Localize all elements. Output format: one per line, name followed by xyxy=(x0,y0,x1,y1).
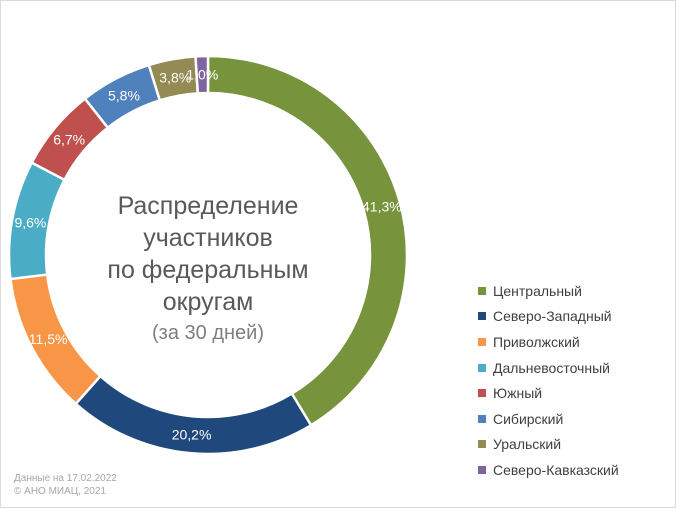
legend-item: Приволжский xyxy=(478,329,619,355)
legend-swatch xyxy=(478,414,486,423)
legend-swatch xyxy=(478,465,486,474)
data-label: 5,8% xyxy=(108,87,140,103)
data-label: 11,5% xyxy=(29,331,68,347)
legend-label: Сибирский xyxy=(493,410,564,427)
legend-item: Южный xyxy=(478,380,619,406)
chart-title-line: округам xyxy=(162,288,254,316)
chart-subtitle: (за 30 дней) xyxy=(152,322,264,344)
data-label: 41,3% xyxy=(362,199,402,215)
legend-label: Уральский xyxy=(493,436,562,453)
data-label: 9,6% xyxy=(14,215,46,231)
chart-title-line: Распределение xyxy=(117,192,299,220)
legend-swatch xyxy=(478,440,486,449)
legend-item: Дальневосточный xyxy=(478,355,619,381)
footer-note: Данные на 17.02.2022 © АНО МИАЦ, 2021 xyxy=(14,472,117,498)
data-label: 20,2% xyxy=(172,427,212,443)
legend-label: Южный xyxy=(493,385,543,402)
chart-title-line: участников xyxy=(143,224,273,252)
legend-label: Северо-Кавказский xyxy=(493,461,619,478)
legend-swatch xyxy=(478,337,486,346)
legend-item: Уральский xyxy=(478,432,619,458)
donut-slice xyxy=(194,54,210,95)
legend-label: Приволжский xyxy=(493,333,580,350)
data-date-note: Данные на 17.02.2022 xyxy=(14,473,117,484)
legend-item: Северо-Кавказский xyxy=(478,457,619,483)
legend-swatch xyxy=(478,312,486,321)
data-label: 6,7% xyxy=(53,132,85,148)
legend-item: Центральный xyxy=(478,278,619,304)
legend-swatch xyxy=(478,389,486,398)
chart-title-line: по федеральным xyxy=(107,256,309,284)
legend-swatch xyxy=(478,286,486,295)
legend-item: Северо-Западный xyxy=(478,304,619,330)
legend-label: Северо-Западный xyxy=(493,308,612,325)
legend: Центральный Северо-Западный Приволжский … xyxy=(478,278,619,483)
legend-label: Дальневосточный xyxy=(493,359,610,376)
legend-item: Сибирский xyxy=(478,406,619,432)
chart-title: Распределение участников по федеральным … xyxy=(68,190,348,348)
legend-label: Центральный xyxy=(493,282,582,299)
data-label: 1,0% xyxy=(186,67,218,83)
legend-swatch xyxy=(478,363,486,372)
data-label: 3,8% xyxy=(159,69,191,85)
copyright-note: © АНО МИАЦ, 2021 xyxy=(14,486,106,497)
